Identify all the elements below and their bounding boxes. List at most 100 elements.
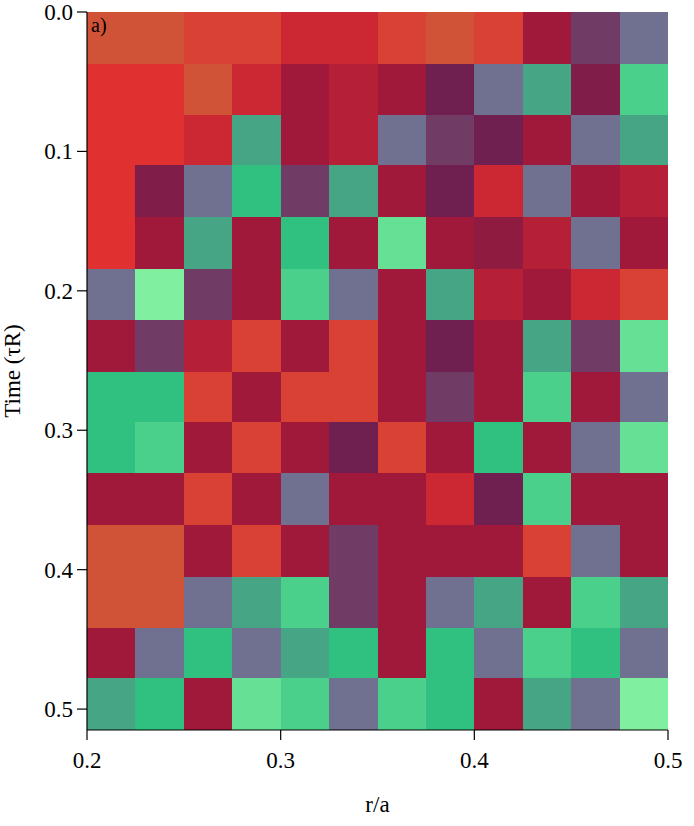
cell — [87, 217, 136, 269]
cell — [474, 473, 523, 525]
cells — [87, 12, 668, 730]
x-tick-label: 0.4 — [460, 748, 489, 773]
cell — [620, 628, 668, 679]
cell — [281, 422, 330, 474]
cell — [523, 320, 572, 372]
cell — [281, 217, 330, 269]
cell — [329, 165, 378, 217]
cell — [329, 269, 378, 321]
cell — [87, 678, 136, 730]
y-tick — [77, 11, 87, 12]
cell — [232, 473, 281, 525]
cell — [135, 320, 184, 372]
cell — [329, 678, 378, 730]
y-tick-label: 0.1 — [44, 139, 73, 164]
cell — [232, 422, 281, 474]
cell — [184, 525, 233, 577]
cell — [523, 217, 572, 269]
cell — [232, 64, 281, 116]
x-tick-label: 0.3 — [266, 748, 295, 773]
cell — [426, 12, 475, 64]
cell — [232, 115, 281, 166]
y-tick-label: 0.3 — [44, 418, 73, 443]
cell — [523, 422, 572, 474]
cell — [426, 372, 475, 423]
cell — [378, 320, 427, 372]
cell — [329, 525, 378, 577]
cell — [378, 473, 427, 525]
cell — [378, 165, 427, 217]
cell — [571, 217, 620, 269]
cell — [620, 678, 668, 730]
cell — [474, 628, 523, 679]
cell — [426, 320, 475, 372]
cell — [426, 165, 475, 217]
cell — [281, 320, 330, 372]
cell — [329, 12, 378, 64]
cell — [426, 525, 475, 577]
cell — [620, 577, 668, 629]
cell — [523, 678, 572, 730]
y-tick — [77, 430, 87, 431]
cell — [523, 269, 572, 321]
cell — [232, 372, 281, 423]
cell — [474, 64, 523, 116]
cell — [329, 64, 378, 116]
cell — [523, 115, 572, 166]
cell — [329, 473, 378, 525]
cell — [571, 372, 620, 423]
cell — [281, 473, 330, 525]
cell — [426, 422, 475, 474]
y-axis-title: Time (τR) — [0, 324, 25, 417]
cell — [329, 628, 378, 679]
x-tick — [667, 730, 668, 740]
cell — [523, 628, 572, 679]
cell — [571, 165, 620, 217]
cell — [135, 372, 184, 423]
cell — [232, 217, 281, 269]
cell — [135, 269, 184, 321]
cell — [620, 165, 668, 217]
cell — [184, 12, 233, 64]
x-tick-label: 0.5 — [654, 748, 683, 773]
cell — [329, 115, 378, 166]
cell — [620, 269, 668, 321]
cell — [329, 422, 378, 474]
cell — [87, 577, 136, 629]
cell — [87, 525, 136, 577]
y-tick-label: 0.4 — [44, 558, 73, 583]
cell — [329, 372, 378, 423]
cell — [87, 320, 136, 372]
y-tick — [77, 151, 87, 152]
cell — [281, 628, 330, 679]
cell — [135, 12, 184, 64]
x-tick — [280, 730, 281, 740]
cell — [474, 12, 523, 64]
cell — [281, 269, 330, 321]
cell — [135, 525, 184, 577]
cell — [378, 217, 427, 269]
panel-label: a) — [91, 14, 107, 37]
cell — [281, 525, 330, 577]
cell — [184, 422, 233, 474]
cell — [329, 577, 378, 629]
cell — [426, 678, 475, 730]
cell — [571, 525, 620, 577]
cell — [135, 473, 184, 525]
cell — [474, 115, 523, 166]
cell — [378, 577, 427, 629]
cell — [281, 165, 330, 217]
cell — [184, 115, 233, 166]
cell — [523, 525, 572, 577]
x-tick-label: 0.2 — [73, 748, 102, 773]
cell — [378, 422, 427, 474]
cell — [571, 628, 620, 679]
cell — [523, 372, 572, 423]
cell — [281, 12, 330, 64]
cell — [571, 422, 620, 474]
cell — [232, 678, 281, 730]
x-axis-title: r/a — [365, 792, 389, 817]
cell — [571, 473, 620, 525]
cell — [523, 473, 572, 525]
cell — [474, 217, 523, 269]
